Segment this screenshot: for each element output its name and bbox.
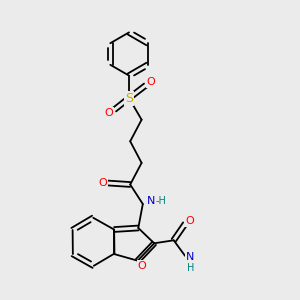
Text: H: H: [187, 263, 194, 273]
Text: O: O: [146, 77, 155, 87]
Text: O: O: [105, 107, 114, 118]
Text: O: O: [185, 216, 194, 226]
Text: -H: -H: [156, 196, 167, 206]
Text: O: O: [98, 178, 107, 188]
Text: S: S: [125, 92, 133, 105]
Text: N: N: [186, 252, 195, 262]
Text: N: N: [147, 196, 155, 206]
Text: O: O: [138, 261, 147, 271]
